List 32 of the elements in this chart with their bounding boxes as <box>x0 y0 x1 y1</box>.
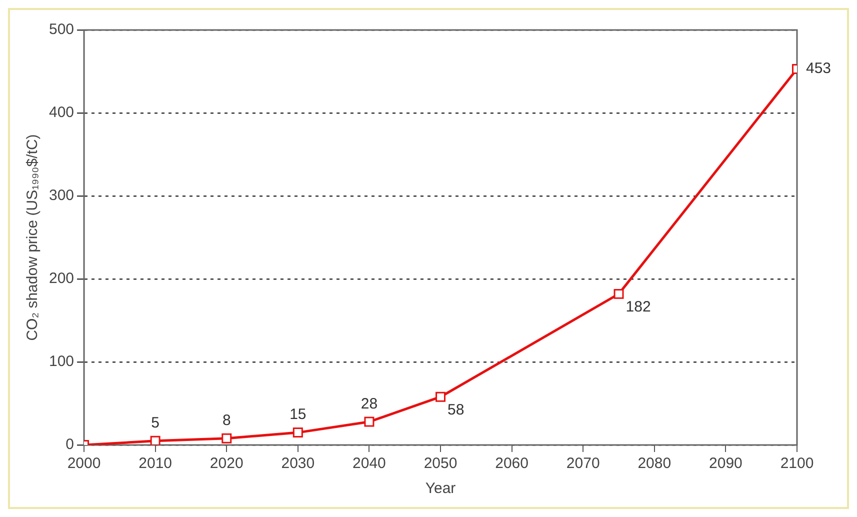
x-tick-label: 2090 <box>709 455 742 472</box>
data-label: 5 <box>151 414 160 432</box>
x-tick-label: 2080 <box>638 455 672 472</box>
x-tick-label: 2050 <box>424 455 458 472</box>
y-tick-label: 300 <box>48 187 74 204</box>
x-axis-title: Year <box>425 480 456 498</box>
data-label: 28 <box>360 395 378 412</box>
x-tick-label: 2020 <box>210 455 244 472</box>
data-label: 182 <box>626 298 651 316</box>
point <box>222 433 232 444</box>
x-tick-label: 2100 <box>780 455 814 472</box>
x-tick-label: 2010 <box>138 455 172 472</box>
point <box>436 392 446 402</box>
y-tick-label: 0 <box>66 436 74 454</box>
point <box>292 428 303 438</box>
y-tick-label: 500 <box>48 21 74 38</box>
data-label: 453 <box>806 60 832 78</box>
data-label: 8 <box>222 412 231 429</box>
point <box>364 416 374 427</box>
point <box>150 436 160 445</box>
x-tick-label: 2070 <box>566 455 600 472</box>
x-tick-label: 2000 <box>67 455 101 472</box>
data-label: 58 <box>448 402 464 418</box>
y-tick-label: 100 <box>48 353 74 370</box>
y-tick-label: 400 <box>48 104 74 122</box>
y-tick-label: 200 <box>48 270 74 288</box>
x-tick-label: 2060 <box>495 455 528 472</box>
y-axis-title: CO₂ shadow price (US₁₉₉₀$/tC) <box>24 134 42 341</box>
point <box>614 288 624 299</box>
x-tick-label: 2030 <box>281 455 315 472</box>
x-tick-label: 2040 <box>352 455 386 472</box>
data-label: 15 <box>290 406 306 424</box>
